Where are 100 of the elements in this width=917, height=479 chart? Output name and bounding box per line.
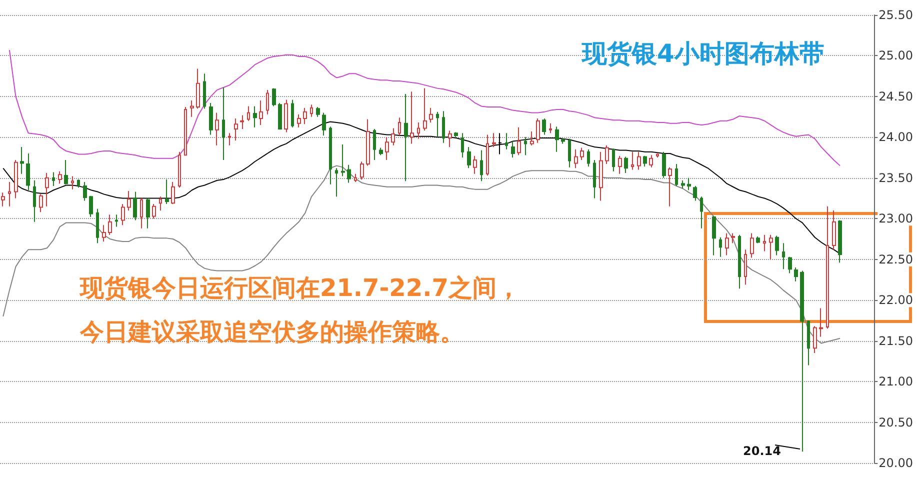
candlestick [473, 155, 477, 174]
candlestick [662, 151, 666, 178]
candlestick [675, 164, 678, 187]
candlestick [599, 151, 603, 202]
candlestick [272, 88, 276, 107]
y-tick-label: 25.50 [878, 8, 914, 22]
candlestick [234, 118, 238, 141]
candlestick [624, 156, 628, 174]
candlestick [297, 114, 301, 128]
candlestick [347, 164, 351, 184]
candlestick [668, 166, 672, 207]
y-tick-label: 21.50 [878, 334, 914, 348]
candlestick [165, 179, 169, 204]
candlestick [178, 151, 181, 188]
candlestick [480, 150, 483, 182]
candlestick [492, 132, 496, 148]
candlestick [782, 242, 785, 270]
candlestick [467, 146, 471, 169]
candlestick [171, 181, 175, 204]
candlestick [284, 99, 288, 133]
candlestick [800, 270, 804, 452]
candlestick [587, 148, 590, 168]
candlestick [712, 216, 716, 256]
candlestick [1, 192, 5, 207]
candlestick [542, 118, 546, 136]
candlestick [159, 196, 162, 211]
candlestick [429, 107, 433, 124]
candlestick [788, 256, 792, 274]
candlestick [45, 172, 49, 207]
candlestick [461, 132, 464, 158]
candlestick [203, 73, 206, 110]
candlestick [291, 99, 294, 128]
candlestick [756, 236, 760, 244]
candlestick [536, 118, 540, 144]
candlestick [731, 232, 735, 244]
candlestick [549, 122, 552, 134]
y-tick-label: 24.50 [878, 89, 914, 104]
annotation: 今日建议采取追空伏多的操作策略。 [80, 317, 464, 348]
candlestick [366, 118, 370, 166]
candlestick [681, 180, 685, 189]
candlestick [316, 106, 320, 118]
candlestick [637, 151, 641, 170]
candlestick [89, 195, 93, 218]
annotation: 20.14 [743, 444, 781, 458]
candlestick [530, 130, 534, 146]
candlestick [555, 126, 559, 152]
candlestick [71, 176, 74, 190]
candlestick [310, 104, 313, 118]
candlestick [693, 186, 697, 202]
candlestick [750, 232, 754, 258]
candlestick [725, 232, 729, 256]
candlestick [152, 203, 156, 220]
candlestick [108, 214, 112, 236]
candlestick [240, 114, 244, 130]
candlestick [643, 155, 647, 168]
candlestick [819, 308, 823, 338]
annotation: 现货银今日运行区间在21.7-22.7之间， [80, 273, 520, 304]
candlestick [228, 132, 231, 146]
candlestick [593, 159, 596, 199]
y-tick-label: 20.00 [878, 456, 914, 470]
text: 现货银4小时图布林带 [581, 39, 824, 68]
candlestick [826, 206, 829, 330]
candlestick [838, 220, 842, 264]
candlestick [266, 89, 269, 115]
y-tick-label: 22.00 [878, 293, 914, 308]
y-tick-label: 23.00 [878, 212, 914, 226]
y-tick-label: 20.50 [878, 415, 914, 430]
y-tick-label: 24.00 [878, 130, 914, 144]
y-tick-label: 25.00 [878, 48, 914, 63]
candlestick [391, 128, 395, 146]
candlestick [96, 208, 99, 244]
candlestick [146, 198, 150, 229]
candlestick [404, 94, 408, 182]
candlestick [486, 134, 489, 176]
candlestick [807, 320, 810, 366]
candlestick [33, 180, 36, 222]
candlestick [322, 112, 326, 136]
candlestick [649, 154, 653, 168]
candlestick [524, 136, 527, 156]
candlestick [39, 194, 43, 213]
candlestick [719, 236, 722, 258]
candlestick [190, 100, 194, 118]
candlestick [58, 170, 62, 184]
candlestick [196, 68, 200, 110]
candlestick [511, 140, 515, 158]
candlestick [574, 148, 578, 169]
candlestick [247, 106, 250, 122]
candlestick [26, 152, 30, 191]
y-tick-label: 22.50 [878, 252, 914, 266]
candlestick [127, 190, 131, 211]
candlestick [631, 151, 634, 170]
candlestick [410, 91, 414, 144]
candlestick [612, 148, 615, 172]
candlestick [605, 144, 609, 165]
candlestick [738, 234, 741, 290]
candlestick [744, 249, 747, 286]
candlestick [20, 146, 24, 174]
candlestick [423, 88, 427, 132]
candlestick [379, 147, 383, 156]
candlestick [341, 144, 345, 177]
